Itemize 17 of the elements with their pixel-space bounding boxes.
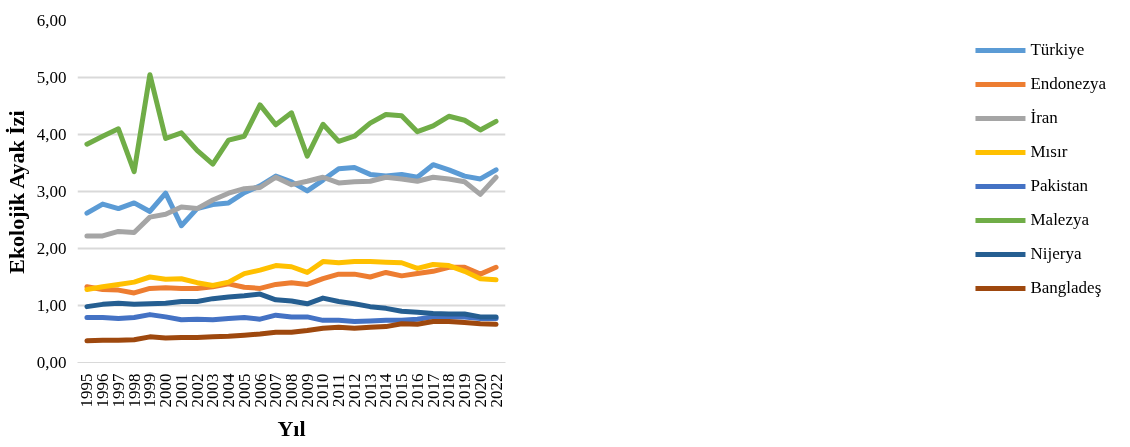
legend-label: Pakistan bbox=[1030, 176, 1089, 196]
y-tick-label: 0,00 bbox=[36, 353, 67, 372]
y-tick-label: 5,00 bbox=[36, 68, 67, 87]
y-tick-label: 3,00 bbox=[36, 182, 67, 201]
legend-label: İran bbox=[1030, 108, 1058, 128]
legend-label: Bangladeş bbox=[1030, 278, 1102, 298]
y-tick-label: 4,00 bbox=[36, 125, 67, 144]
x-axis-title: Yıl bbox=[277, 415, 306, 441]
legend-label: Mısır bbox=[1030, 142, 1068, 162]
y-axis-title: Ekolojik Ayak İzi bbox=[3, 110, 29, 274]
legend-label: Malezya bbox=[1030, 210, 1089, 230]
legend-label: Nijerya bbox=[1030, 244, 1082, 264]
y-tick-label: 2,00 bbox=[36, 239, 67, 258]
legend-label: Endonezya bbox=[1030, 74, 1106, 94]
legend-label: Türkiye bbox=[1030, 40, 1085, 60]
y-tick-label: 1,00 bbox=[36, 296, 67, 315]
y-tick-label: 6,00 bbox=[36, 11, 67, 30]
